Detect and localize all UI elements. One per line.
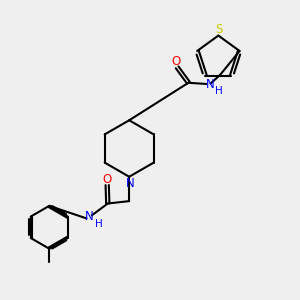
- Text: O: O: [103, 172, 112, 186]
- Text: H: H: [95, 219, 103, 229]
- Text: H: H: [215, 85, 223, 95]
- Text: N: N: [85, 210, 94, 223]
- Text: O: O: [171, 55, 180, 68]
- Text: N: N: [125, 177, 134, 190]
- Text: S: S: [215, 22, 223, 35]
- Text: N: N: [206, 78, 214, 91]
